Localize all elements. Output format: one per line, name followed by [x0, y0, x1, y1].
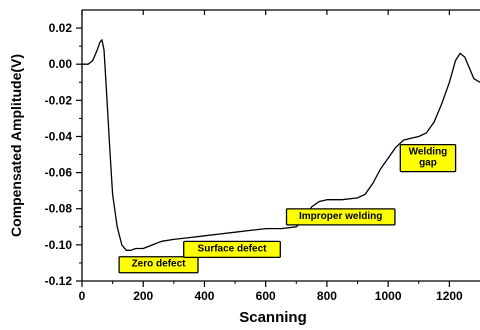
annotation-label: Zero defect — [118, 256, 199, 274]
annotation-text: Surface defect — [198, 243, 268, 254]
y-tick-label: -0.12 — [45, 274, 73, 288]
annotation-box — [183, 240, 281, 259]
annotation-label: Improper welding — [285, 208, 396, 226]
x-tick-label: 200 — [133, 289, 153, 303]
x-tick-label: 1200 — [436, 289, 463, 303]
x-tick-label: 800 — [317, 289, 337, 303]
y-tick-label: -0.10 — [45, 238, 73, 252]
x-tick-label: 0 — [79, 289, 86, 303]
data-line — [82, 39, 480, 251]
annotation-text: gap — [419, 158, 437, 169]
annotation-text: Improper welding — [299, 211, 382, 222]
x-tick-label: 400 — [194, 289, 214, 303]
x-tick-label: 1000 — [375, 289, 402, 303]
annotation-text: Zero defect — [132, 259, 187, 270]
annotation-box — [285, 208, 396, 226]
axes: 0 200 400 600 800 1000 1200 0.02 0.00 -0.02 -0.04 -… — [45, 9, 480, 303]
x-tick-label: 600 — [256, 289, 276, 303]
series-layer — [82, 39, 480, 251]
annotations: Zero defect Surface defect Improper weldin… — [118, 143, 457, 274]
y-tick-label: -0.02 — [45, 93, 73, 107]
y-tick-label: 0.00 — [49, 57, 73, 71]
annotation-label: Surface defect — [183, 240, 281, 259]
y-tick-label: -0.06 — [45, 166, 73, 180]
annotation-box — [118, 256, 199, 274]
y-tick-label: -0.04 — [45, 129, 73, 143]
y-axis-label: Compensated Amplitude(V) — [8, 54, 24, 237]
x-axis-label: Scanning — [239, 309, 307, 325]
y-tick-label: 0.02 — [49, 21, 73, 35]
annotation-text: Welding — [409, 147, 448, 158]
annotation-box — [399, 143, 457, 173]
y-tick-label: -0.08 — [45, 202, 73, 216]
